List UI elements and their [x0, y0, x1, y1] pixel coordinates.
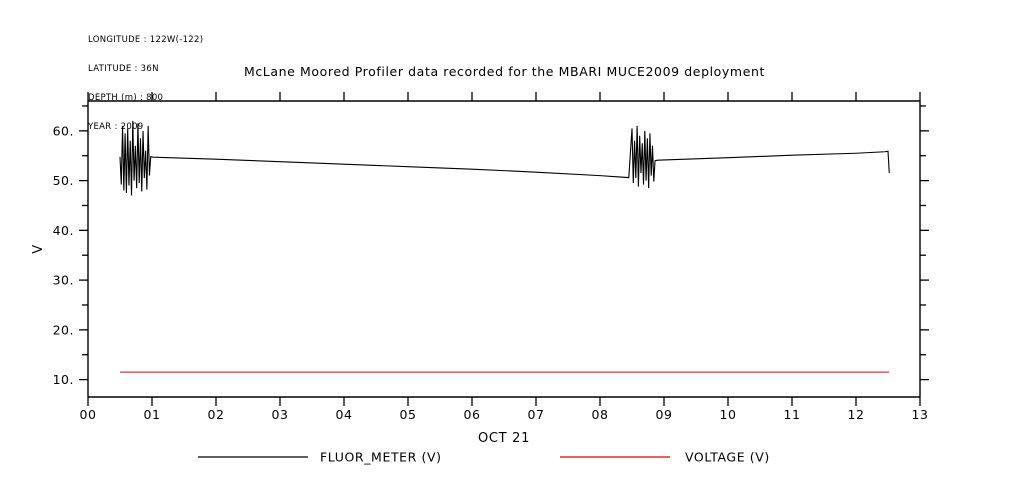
- x-tick-label: 00: [80, 407, 97, 422]
- data-series: [119, 120, 890, 373]
- plot-frame: [87, 100, 921, 398]
- y-axis-ticks: [79, 105, 929, 381]
- y-tick-label: 30.: [53, 273, 74, 288]
- metadata-year: YEAR : 2009: [88, 121, 144, 132]
- x-tick-label: 03: [272, 407, 289, 422]
- x-tick-label: 02: [208, 407, 225, 422]
- x-tick-label: 13: [912, 407, 929, 422]
- y-tick-label: 50.: [53, 173, 74, 188]
- x-tick-label: 09: [656, 407, 673, 422]
- y-tick-label: 60.: [53, 123, 74, 138]
- x-axis-ticks: [87, 92, 921, 406]
- legend-label[interactable]: VOLTAGE (V): [685, 450, 770, 465]
- y-tick-label: 40.: [53, 223, 74, 238]
- legend-label[interactable]: FLUOR_METER (V): [320, 450, 442, 465]
- y-tick-label: 10.: [53, 372, 74, 387]
- x-tick-label: 01: [144, 407, 161, 422]
- metadata-longitude: LONGITUDE : 122W(-122): [88, 35, 204, 46]
- series-line: [119, 120, 890, 196]
- metadata-depth: DEPTH (m) : 800: [88, 92, 164, 103]
- y-axis-title: V: [31, 244, 46, 254]
- x-tick-label: 12: [848, 407, 865, 422]
- x-tick-label: 04: [336, 407, 353, 422]
- y-tick-label: 20.: [53, 322, 74, 337]
- x-tick-label: 08: [592, 407, 609, 422]
- x-tick-label: 10: [720, 407, 737, 422]
- x-tick-label: 06: [464, 407, 481, 422]
- station-metadata: LONGITUDE : 122W(-122) LATITUDE : 36N DE…: [88, 17, 203, 151]
- x-axis-title: OCT 21: [478, 431, 530, 446]
- x-tick-label: 05: [400, 407, 417, 422]
- metadata-latitude: LATITUDE : 36N: [88, 63, 159, 74]
- x-tick-label: 07: [528, 407, 545, 422]
- chart-title: McLane Moored Profiler data recorded for…: [243, 64, 766, 79]
- axis-labels: 60. 50. 40. 30. 20. 10. 00 01 02 03 04 05 06 07 08 09 10…: [31, 123, 928, 446]
- x-tick-label: 11: [784, 407, 801, 422]
- chart-legend[interactable]: FLUOR_METER (V) VOLTAGE (V): [198, 450, 770, 465]
